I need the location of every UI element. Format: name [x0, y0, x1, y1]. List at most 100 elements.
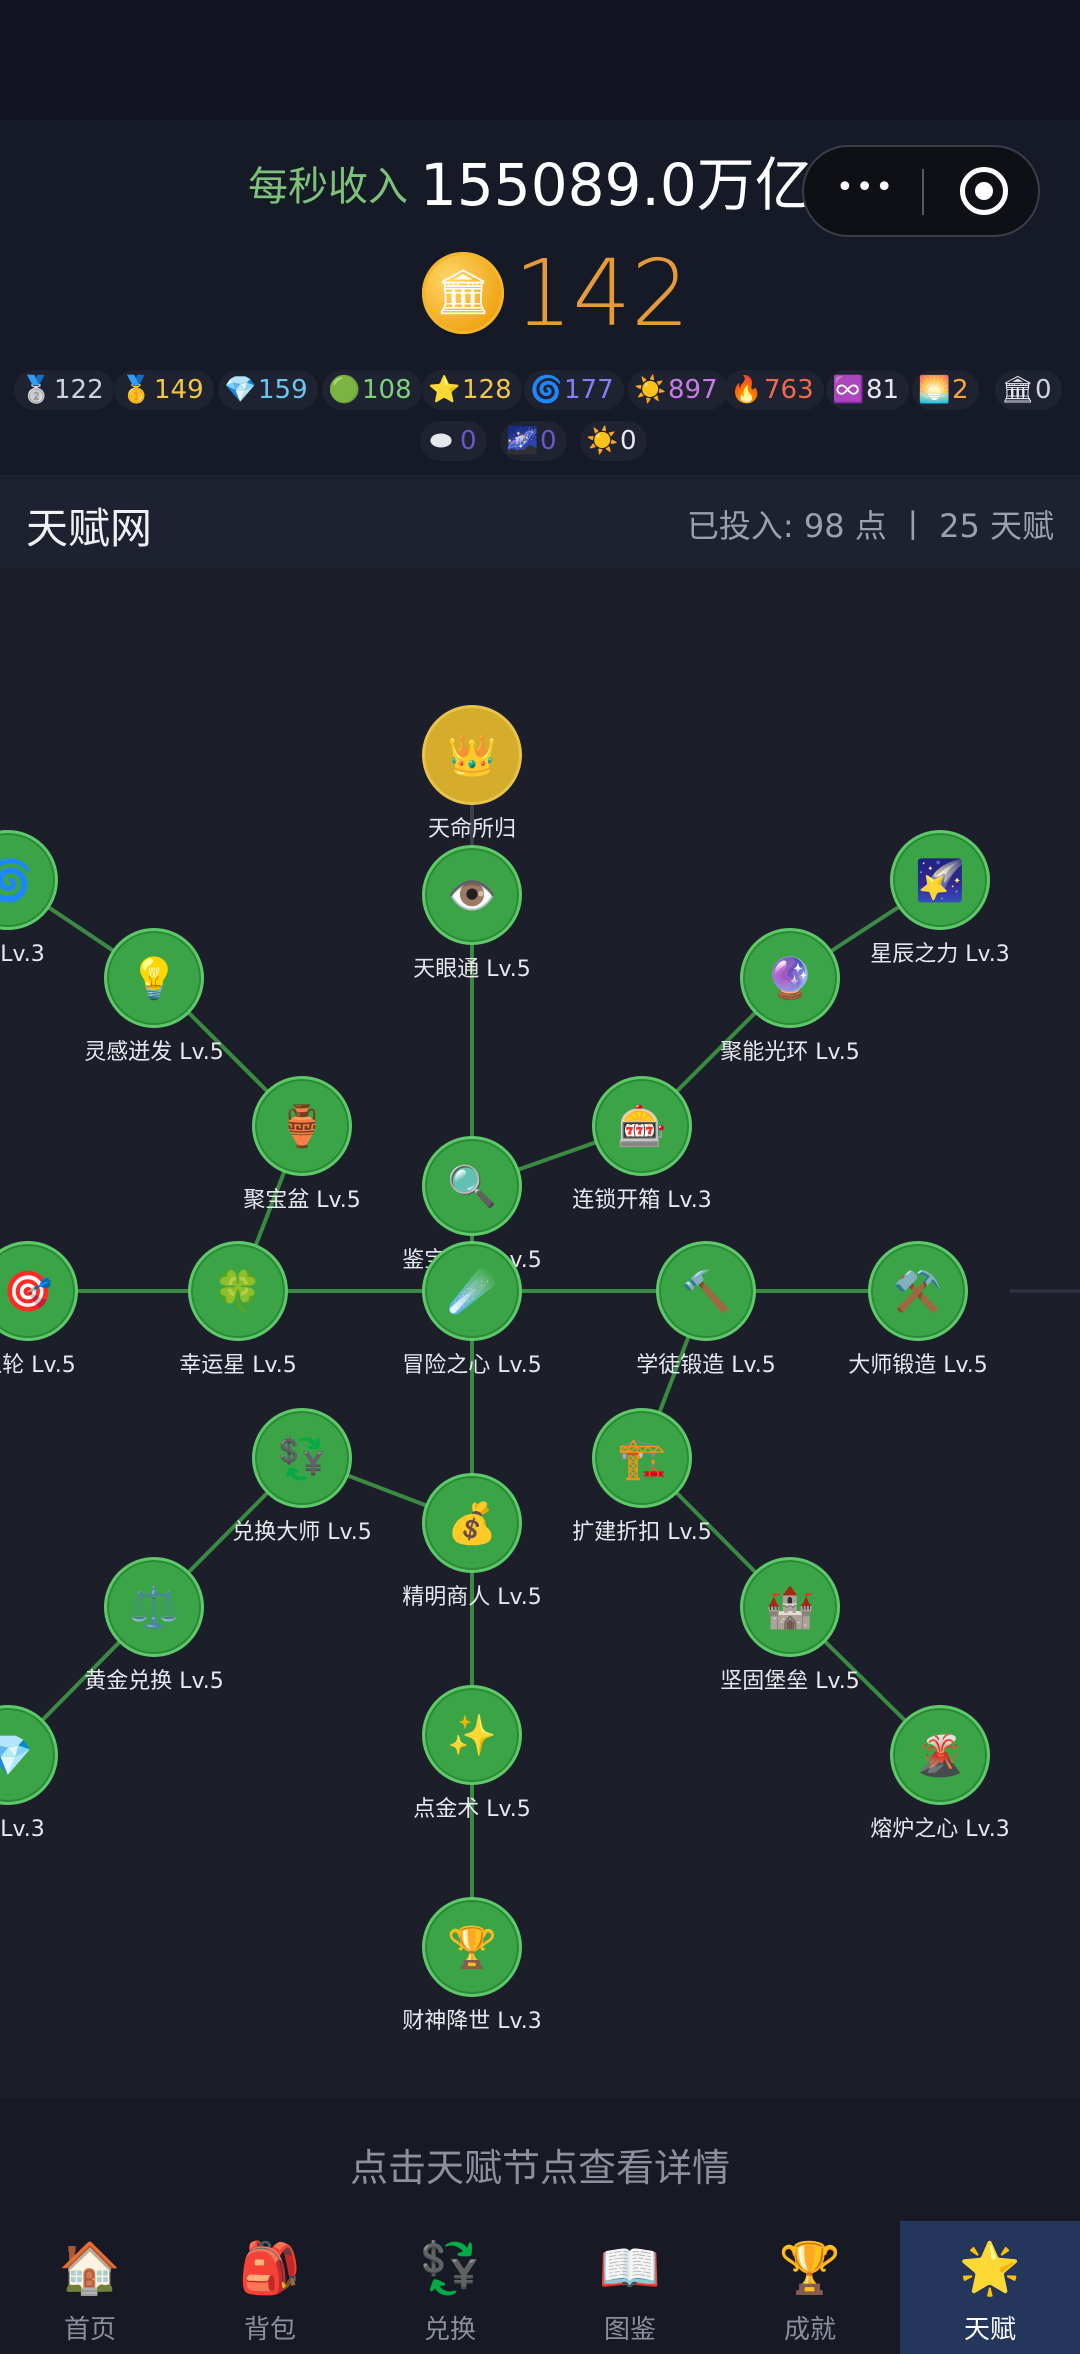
resource-value: 122 [54, 375, 104, 405]
resource-chip: 🥇149 [114, 370, 214, 410]
resource-chip: 💎159 [218, 370, 318, 410]
talent-stats: 已投入: 98 点 丨 25 天赋 [686, 507, 1054, 545]
resource-value: 81 [866, 375, 900, 405]
talent-node-slots[interactable]: 🎰 [592, 1076, 692, 1176]
tab-icon: 🏠 [58, 2239, 122, 2297]
resource-value: 897 [668, 375, 718, 405]
tab-天赋[interactable]: 🌟 天赋 [900, 2221, 1080, 2354]
resource-icon: ☀️ [634, 375, 667, 405]
talent-node-magnify[interactable]: 🔍 [422, 1136, 522, 1236]
talent-node-label: 聚能光环 Lv.5 [720, 1040, 860, 1065]
resource-icon: 🌀 [530, 375, 563, 405]
talent-node-crown[interactable]: 👑 [422, 705, 522, 805]
header: 每秒收入 155089.0万亿 /s 🏛 142 🥈122 🥇149 💎159 🟢10… [0, 0, 1080, 475]
hint-bar: 点击天赋节点查看详情 [0, 2097, 1080, 2221]
capsule-divider [922, 169, 924, 215]
talent-node-label: 扩建折扣 Lv.5 [572, 1520, 712, 1545]
talent-node-label: 大师锻造 Lv.5 [848, 1353, 988, 1378]
tab-label: 兑换 [423, 2315, 476, 2345]
talent-node-idea[interactable]: 💡 [104, 928, 204, 1028]
talent-node-crane[interactable]: 🏗️ [592, 1408, 692, 1508]
volcano-icon: 🌋 [915, 1733, 965, 1779]
gem-icon: 💎 [0, 1733, 33, 1779]
tab-首页[interactable]: 🏠 首页 [0, 2221, 180, 2354]
coin-row: 🏛 142 [0, 240, 1080, 347]
rift-icon: 🌀 [0, 858, 33, 904]
talent-node-trophy[interactable]: 🏆 [422, 1897, 522, 1997]
coin-count: 142 [514, 240, 690, 347]
resource-icon: 🥈 [20, 375, 53, 405]
magnify-icon: 🔍 [447, 1164, 497, 1210]
crown-icon: 👑 [447, 733, 497, 779]
talent-tree[interactable]: 👑 天命所归 👁️ 天眼通 Lv.5 🌠 星辰之力 Lv.3 🌀 隙 Lv.3 💡 灵感迸发 Lv… [0, 567, 1080, 2097]
resource-icon: 🌅 [918, 375, 951, 405]
talent-node-clover[interactable]: 🍀 [188, 1241, 288, 1341]
resource-value: 128 [462, 375, 512, 405]
talent-node-volcano[interactable]: 🌋 [890, 1705, 990, 1805]
resource-value: 0 [460, 426, 477, 456]
close-target-icon[interactable] [960, 167, 1008, 215]
tab-背包[interactable]: 🎒 背包 [180, 2221, 360, 2354]
miniprogram-capsule: ••• [802, 145, 1040, 237]
talent-node-hammer[interactable]: 🔨 [656, 1241, 756, 1341]
talent-node-orb[interactable]: 🔮 [740, 928, 840, 1028]
resource-icon: ♾️ [832, 375, 865, 405]
tab-icon: 🏆 [778, 2239, 842, 2297]
tab-icon: 🌟 [958, 2239, 1022, 2297]
resource-icon: 🏛 [1001, 375, 1035, 405]
hammer-icon: 🔨 [681, 1269, 731, 1315]
status-bar-area [0, 0, 1080, 120]
tab-icon: 🎒 [238, 2239, 302, 2297]
resource-icon: ⬬ [429, 426, 453, 456]
talent-node-exchange[interactable]: 💱 [252, 1408, 352, 1508]
resource-chip: ⬬ 0 [420, 421, 487, 461]
talent-node-money[interactable]: 💰 [422, 1473, 522, 1573]
resource-icon: 🌌 [506, 426, 539, 456]
talent-node-label: 熔炉之心 Lv.3 [870, 1817, 1010, 1842]
resource-row-1: 🥈122 🥇149 💎159 🟢108 ⭐128 🌀177 ☀️897 🔥763 ♾️81 🌅2 🏛… [0, 370, 1080, 414]
resource-value: 2 [952, 375, 969, 405]
talent-node-tools[interactable]: ⚒️ [868, 1241, 968, 1341]
resource-chip: 🔥763 [724, 370, 824, 410]
resource-icon: 🔥 [730, 375, 763, 405]
talent-node-label: 黄金兑换 Lv.5 [84, 1669, 224, 1694]
resource-value: 108 [362, 375, 412, 405]
tools-icon: ⚒️ [893, 1269, 943, 1315]
resource-value: 177 [564, 375, 614, 405]
resource-chip: 🌀177 [524, 370, 624, 410]
talent-node-label: 之轮 Lv.5 [0, 1353, 76, 1378]
bank-coin-icon: 🏛 [422, 252, 504, 334]
talent-node-star[interactable]: 🌠 [890, 830, 990, 930]
talent-node-pot[interactable]: 🏺 [252, 1076, 352, 1176]
talent-node-label: 精明商人 Lv.5 [402, 1585, 542, 1610]
talent-node-comet[interactable]: ☄️ [422, 1241, 522, 1341]
tab-图鉴[interactable]: 📖 图鉴 [540, 2221, 720, 2354]
orb-icon: 🔮 [765, 956, 815, 1002]
tab-label: 首页 [63, 2315, 116, 2345]
clover-icon: 🍀 [213, 1269, 263, 1315]
eye-icon: 👁️ [447, 873, 497, 919]
resource-chip: 🏛0 [995, 370, 1062, 410]
tab-label: 天赋 [963, 2315, 1016, 2345]
tab-兑换[interactable]: 💱 兑换 [360, 2221, 540, 2354]
resource-chip: ☀️897 [628, 370, 728, 410]
resource-icon: ☀️ [586, 426, 619, 456]
tab-label: 成就 [783, 2315, 836, 2345]
resource-value: 0 [1035, 375, 1052, 405]
sparkle-icon: ✨ [447, 1713, 497, 1759]
talent-node-dart[interactable]: 🎯 [0, 1241, 78, 1341]
tab-成就[interactable]: 🏆 成就 [720, 2221, 900, 2354]
resource-icon: 🥇 [120, 375, 153, 405]
talent-node-eye[interactable]: 👁️ [422, 845, 522, 945]
talent-node-label: 财神降世 Lv.3 [402, 2009, 542, 2034]
talent-node-sparkle[interactable]: ✨ [422, 1685, 522, 1785]
talent-node-castle[interactable]: 🏰 [740, 1557, 840, 1657]
talent-node-label: 代 Lv.3 [0, 1817, 45, 1842]
talent-node-scale[interactable]: ⚖️ [104, 1557, 204, 1657]
tab-icon: 📖 [598, 2239, 662, 2297]
hint-text: 点击天赋节点查看详情 [349, 2146, 730, 2190]
more-button[interactable]: ••• [836, 170, 896, 205]
resource-icon: 🟢 [328, 375, 361, 405]
resource-value: 149 [154, 375, 204, 405]
money-icon: 💰 [447, 1501, 497, 1547]
